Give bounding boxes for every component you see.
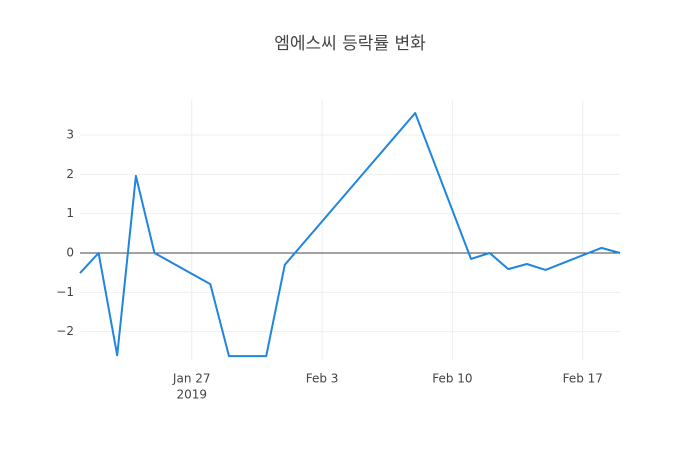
- x-tick-label: Jan 27: [172, 372, 211, 386]
- x-tick-label: Feb 3: [306, 372, 339, 386]
- y-tick-label: 2: [66, 167, 74, 181]
- data-line: [79, 112, 621, 358]
- y-tick-label: −2: [56, 324, 74, 338]
- chart-title: 엠에스씨 등락률 변화: [274, 34, 426, 54]
- y-tick-label: 0: [66, 246, 74, 260]
- x-tick-label: Feb 17: [563, 372, 603, 386]
- x-tick-label: Feb 10: [432, 372, 472, 386]
- y-tick-label: −1: [56, 285, 74, 299]
- y-tick-label: 3: [66, 128, 74, 142]
- x-tick-sublabel: 2019: [176, 388, 207, 402]
- y-tick-label: 1: [66, 206, 74, 220]
